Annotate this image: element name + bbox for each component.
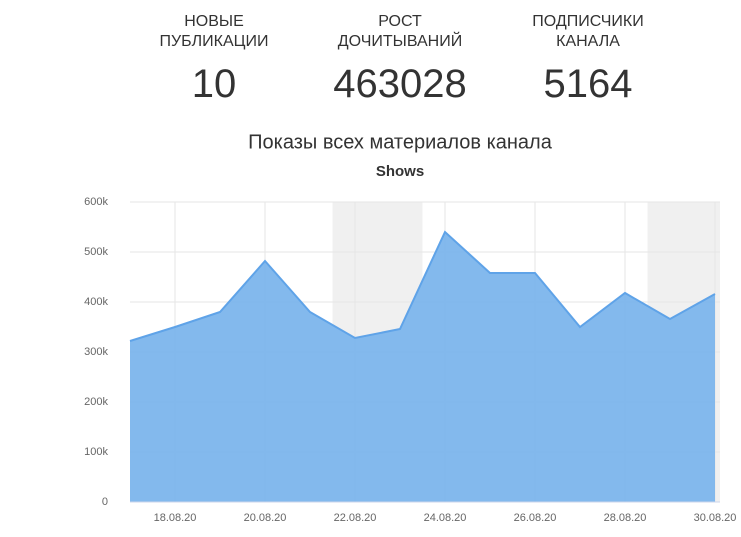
y-tick-label: 200k — [84, 396, 108, 408]
y-tick-label: 400k — [84, 296, 108, 308]
stat: РОСТ ДОЧИТЫВАНИЙ 463028 — [325, 12, 475, 107]
x-tick-label: 20.08.20 — [244, 512, 287, 524]
stat-value: 5164 — [543, 62, 633, 106]
y-tick-label: 600k — [84, 196, 108, 208]
y-tick-label: 300k — [84, 346, 108, 358]
x-tick-label: 30.08.20 — [694, 512, 737, 524]
chart-title: Показы всех материалов канала — [248, 131, 553, 153]
x-tick-label: 18.08.20 — [154, 512, 197, 524]
stat: ПОДПИСЧИКИ КАНАЛА 5164 — [513, 12, 663, 107]
x-tick-label: 28.08.20 — [604, 512, 647, 524]
line — [129, 230, 716, 342]
area — [130, 232, 715, 502]
x-tick-label: 26.08.20 — [514, 512, 557, 524]
x-tick-label: 22.08.20 — [334, 512, 377, 524]
chart-subtitle: Shows — [376, 163, 424, 180]
stat-label: ПОДПИСЧИКИ КАНАЛА — [532, 13, 644, 50]
stat: НОВЫЕ ПУБЛИКАЦИИ 10 — [139, 12, 289, 107]
stat-value: 463028 — [333, 62, 467, 106]
x-tick-label: 24.08.20 — [424, 512, 467, 524]
y-tick-label: 100k — [84, 446, 108, 458]
stat-label: НОВЫЕ ПУБЛИКАЦИИ — [159, 13, 269, 50]
stat-label: РОСТ ДОЧИТЫВАНИЙ — [337, 13, 463, 50]
stat-value: 10 — [191, 62, 237, 106]
y-tick-label: 0 — [102, 496, 108, 508]
y-tick-label: 500k — [84, 246, 108, 258]
